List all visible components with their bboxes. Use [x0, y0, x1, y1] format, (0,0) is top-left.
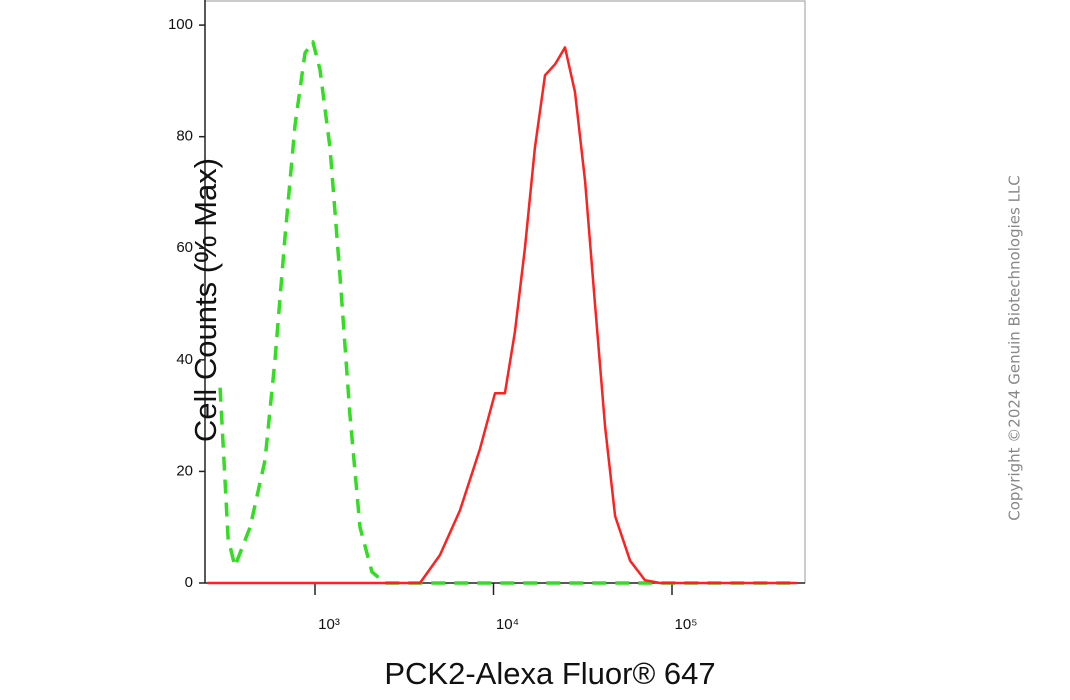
y-axis-title: Cell Counts (% Max): [188, 158, 223, 442]
y-tick-label: 40: [176, 351, 193, 368]
y-tick-label: 0: [185, 574, 193, 591]
histogram-line: [207, 46, 797, 585]
y-tick-label: 100: [168, 16, 193, 33]
histogram-line: [218, 40, 797, 585]
copyright: Copyright ©2024 Genuin Biotechnologies L…: [1006, 175, 1024, 521]
x-axis-title: PCK2-Alexa Fluor® 647: [384, 656, 715, 691]
y-tick-label: 80: [176, 128, 193, 145]
y-tick-label: 20: [176, 462, 193, 479]
x-tick-label: 10⁴: [496, 616, 519, 633]
plot-frame: [204, 0, 806, 584]
x-tick-label: 10⁵: [675, 616, 698, 633]
y-tick-label: 60: [176, 239, 193, 256]
x-tick-label: 10³: [318, 616, 340, 633]
